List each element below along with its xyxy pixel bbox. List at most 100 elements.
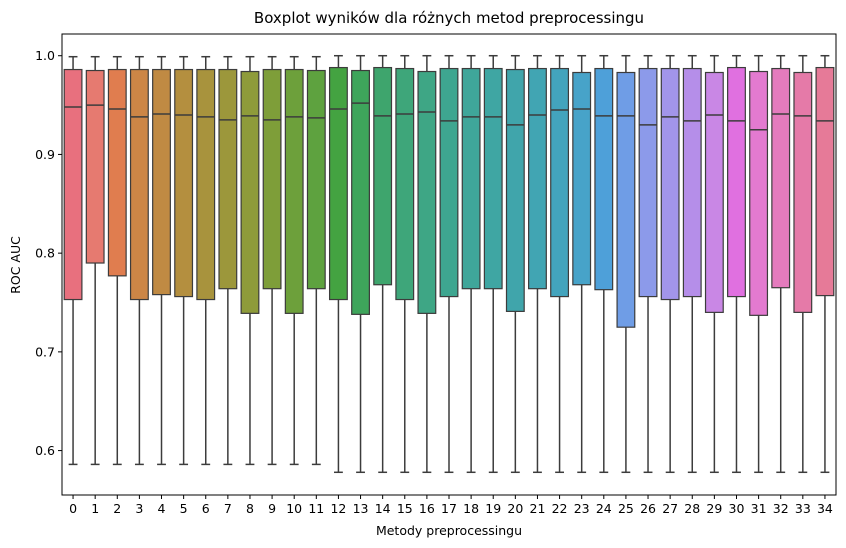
x-tick-label: 12 — [330, 501, 346, 516]
x-tick-label: 8 — [246, 501, 254, 516]
box-13 — [351, 54, 370, 474]
x-tick-label: 20 — [507, 501, 523, 516]
x-tick-label: 9 — [268, 501, 276, 516]
box-body — [638, 67, 658, 298]
box-23 — [572, 54, 592, 474]
box-0 — [63, 55, 83, 466]
box-body — [373, 66, 393, 286]
box-body — [395, 67, 415, 301]
box-body — [572, 71, 592, 286]
x-tick-label: 17 — [441, 501, 457, 516]
box-33 — [793, 54, 813, 474]
box-31 — [749, 54, 769, 474]
y-tick-label: 1.0 — [35, 48, 55, 63]
x-tick-label: 16 — [419, 501, 435, 516]
box-body — [63, 68, 83, 301]
x-tick-label: 25 — [618, 501, 634, 516]
box-32 — [771, 54, 791, 474]
box-12 — [328, 54, 348, 474]
x-tick-label: 34 — [817, 501, 833, 516]
x-tick-label: 30 — [729, 501, 745, 516]
box-body — [749, 70, 769, 316]
x-tick-label: 29 — [706, 501, 722, 516]
x-axis: 0 1 2 3 4 5 6 7 8 9 10 11 12 13 14 15 16 17 18 19 20 21 22 23 24… — [69, 495, 833, 516]
boxes-layer — [63, 54, 835, 474]
x-tick-label: 18 — [463, 501, 479, 516]
box-27 — [660, 54, 680, 474]
x-tick-label: 32 — [773, 501, 789, 516]
box-body — [815, 66, 835, 297]
box-body — [793, 71, 813, 313]
box-20 — [505, 54, 525, 474]
box-22 — [550, 54, 570, 474]
box-body — [550, 67, 570, 298]
box-24 — [594, 54, 614, 474]
box-9 — [262, 55, 282, 466]
box-17 — [439, 54, 459, 474]
box-body — [262, 68, 282, 290]
x-tick-label: 15 — [397, 501, 413, 516]
x-tick-label: 6 — [202, 501, 210, 516]
box-body — [704, 71, 724, 313]
box-8 — [240, 55, 260, 466]
box-body — [306, 69, 326, 290]
x-tick-label: 3 — [135, 501, 143, 516]
box-body — [682, 67, 702, 298]
x-tick-label: 10 — [286, 501, 302, 516]
x-tick-label: 5 — [180, 501, 188, 516]
box-body — [528, 67, 547, 290]
x-tick-label: 28 — [684, 501, 700, 516]
y-axis-label: ROC AUC — [8, 236, 23, 294]
box-16 — [417, 54, 437, 474]
box-29 — [704, 54, 724, 474]
x-tick-label: 27 — [662, 501, 678, 516]
x-tick-label: 21 — [530, 501, 546, 516]
box-body — [218, 68, 238, 290]
x-tick-label: 23 — [574, 501, 590, 516]
y-tick-label: 0.7 — [35, 344, 55, 359]
box-body — [483, 67, 503, 290]
box-19 — [483, 54, 503, 474]
box-body — [660, 67, 680, 301]
box-body — [461, 67, 481, 290]
x-tick-label: 13 — [353, 501, 369, 516]
x-tick-label: 31 — [751, 501, 767, 516]
x-tick-label: 26 — [640, 501, 656, 516]
y-tick-label: 0.6 — [35, 443, 55, 458]
x-tick-label: 1 — [91, 501, 99, 516]
box-body — [616, 71, 636, 328]
box-6 — [196, 55, 216, 466]
y-tick-label: 0.9 — [35, 147, 55, 162]
box-body — [174, 68, 194, 298]
x-tick-label: 33 — [795, 501, 811, 516]
box-body — [85, 69, 105, 264]
x-tick-label: 22 — [552, 501, 568, 516]
x-tick-label: 0 — [69, 501, 77, 516]
box-body — [107, 68, 127, 277]
box-10 — [284, 55, 304, 466]
chart-title: Boxplot wyników dla różnych metod prepro… — [254, 9, 644, 27]
box-body — [284, 68, 304, 314]
box-4 — [152, 55, 171, 466]
box-body — [240, 70, 260, 314]
box-25 — [616, 54, 636, 474]
box-18 — [461, 54, 481, 474]
box-body — [351, 69, 370, 315]
x-tick-label: 7 — [224, 501, 232, 516]
box-body — [594, 67, 614, 291]
box-body — [727, 66, 746, 298]
box-21 — [528, 54, 547, 474]
box-1 — [85, 55, 105, 466]
y-tick-label: 0.8 — [35, 246, 55, 261]
x-tick-label: 14 — [375, 501, 391, 516]
box-30 — [727, 54, 746, 474]
box-5 — [174, 55, 194, 466]
box-3 — [129, 55, 149, 466]
box-11 — [306, 55, 326, 466]
x-tick-label: 19 — [485, 501, 501, 516]
x-tick-label: 24 — [596, 501, 612, 516]
box-body — [771, 67, 791, 289]
box-2 — [107, 55, 127, 466]
box-body — [152, 68, 171, 296]
